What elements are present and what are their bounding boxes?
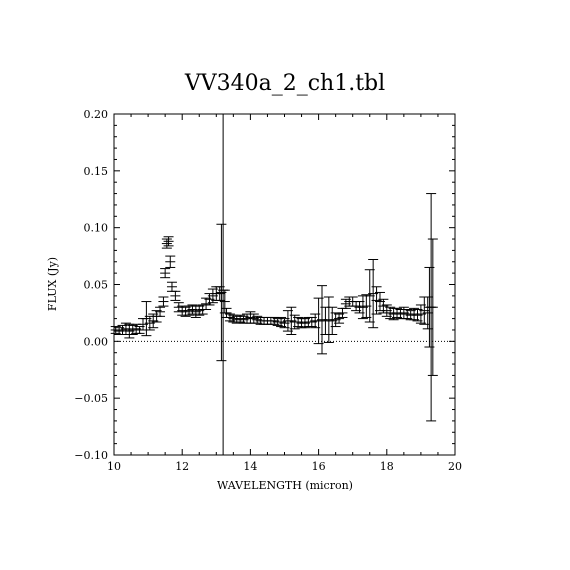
y-tick-label: 0.00: [84, 335, 109, 348]
x-tick-labels: 10 12 14 16 18 20: [107, 460, 462, 473]
data-point: [427, 238, 438, 376]
data-point: [161, 238, 172, 249]
x-tick-label: 20: [448, 460, 462, 473]
plot-frame: [113, 113, 456, 456]
data-point: [160, 268, 171, 279]
chart-title: VV340a_2_ch1.tbl: [184, 71, 385, 96]
data-point: [155, 306, 166, 317]
y-tick-label: 0.20: [84, 108, 109, 121]
y-tick-label: −0.10: [74, 449, 108, 462]
data-point: [216, 223, 227, 362]
x-tick-label: 18: [380, 460, 394, 473]
data-points: [110, 113, 438, 456]
x-axis-label: WAVELENGTH (micron): [217, 479, 353, 492]
data-point: [163, 236, 174, 247]
data-point: [371, 286, 382, 315]
data-point: [158, 296, 169, 307]
y-tick-label: −0.05: [74, 392, 108, 405]
data-point: [166, 281, 177, 292]
y-tick-labels: −0.10 −0.05 0.00 0.05 0.10 0.15 0.20: [74, 108, 108, 462]
data-point: [218, 113, 229, 456]
data-point: [165, 255, 176, 268]
y-tick-label: 0.05: [84, 279, 109, 292]
y-axis-label: FLUX (Jy): [46, 257, 59, 311]
x-tick-label: 10: [107, 460, 121, 473]
y-tick-label: 0.10: [84, 222, 109, 235]
x-tick-label: 12: [175, 460, 189, 473]
x-tick-label: 16: [312, 460, 326, 473]
axis-ticks: [113, 113, 456, 456]
y-tick-label: 0.15: [84, 165, 109, 178]
x-tick-label: 14: [243, 460, 257, 473]
data-point: [170, 290, 181, 301]
